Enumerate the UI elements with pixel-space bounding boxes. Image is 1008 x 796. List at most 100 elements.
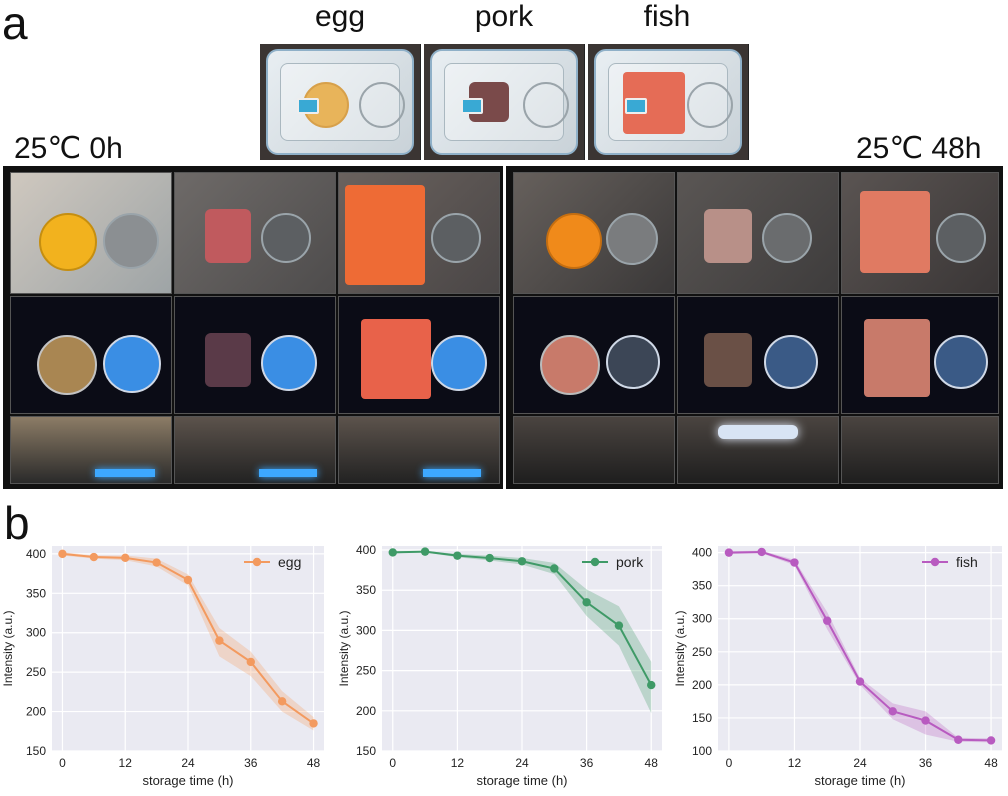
y-tick-label: 400 <box>26 547 46 561</box>
photo-48h-fish-light <box>841 172 999 294</box>
photo-grid-48h <box>506 166 1003 489</box>
photo-48h-pork-blue <box>677 296 839 414</box>
photo-48h-egg-light <box>513 172 675 294</box>
y-tick-label: 200 <box>356 704 376 718</box>
photo-0h-egg-light <box>10 172 172 294</box>
data-point <box>888 707 897 716</box>
y-tick-label: 300 <box>692 612 712 626</box>
x-tick-label: 0 <box>389 756 396 770</box>
data-point <box>647 680 656 690</box>
x-tick-label: 48 <box>645 756 659 770</box>
data-point <box>215 636 224 645</box>
photo-0h-fish-blue <box>338 296 500 414</box>
chart-pork-svg: 0 12 24 36 48 150 200 250 300 350 400 pork storage t… <box>337 543 662 788</box>
photo-top-fish <box>588 44 749 160</box>
data-point <box>855 677 865 686</box>
y-tick-label: 350 <box>26 586 46 600</box>
data-point <box>582 598 591 607</box>
x-tick-label: 24 <box>181 756 195 770</box>
legend-label: pork <box>616 554 644 570</box>
y-axis-label: Intensity (a.u.) <box>673 610 687 686</box>
data-point <box>724 548 734 557</box>
y-tick-label: 150 <box>356 744 376 758</box>
data-point <box>309 719 318 728</box>
x-tick-label: 48 <box>984 756 998 770</box>
x-tick-label: 48 <box>307 756 321 770</box>
confidence-band <box>62 552 314 731</box>
data-point <box>485 553 494 563</box>
y-tick-label: 200 <box>692 678 712 692</box>
data-point <box>246 657 255 667</box>
data-point <box>823 616 832 625</box>
x-axis-label: storage time (h) <box>142 773 233 788</box>
legend-label: egg <box>278 554 301 570</box>
photo-48h-pork-light <box>677 172 839 294</box>
data-point <box>517 557 527 566</box>
photo-48h-pork-side <box>677 416 839 484</box>
data-point <box>183 575 193 585</box>
data-point <box>921 716 930 725</box>
y-tick-label: 400 <box>356 543 376 557</box>
data-point <box>954 735 963 744</box>
y-tick-label: 300 <box>26 626 46 640</box>
condition-label-0h: 25℃ 0h <box>14 132 123 165</box>
confidence-band <box>392 550 652 714</box>
photo-0h-pork-side <box>174 416 336 484</box>
data-point <box>152 558 161 567</box>
data-point <box>121 553 130 563</box>
food-title-fish: fish <box>643 0 691 33</box>
photo-top-egg <box>260 44 421 160</box>
legend-label: fish <box>956 554 978 570</box>
x-tick-label: 0 <box>726 756 733 770</box>
food-title-egg: egg <box>314 0 366 33</box>
photo-48h-fish-side <box>841 416 999 484</box>
data-point <box>986 736 996 745</box>
condition-label-48h: 25℃ 48h <box>856 132 982 165</box>
photo-0h-fish-light <box>338 172 500 294</box>
data-point <box>388 548 397 557</box>
data-point <box>89 552 99 562</box>
y-axis-label: Intensity (a.u.) <box>1 610 15 686</box>
legend-marker <box>930 557 940 567</box>
chart-egg-svg: 0 12 24 36 48 150 200 250 300 350 400 egg storage ti… <box>1 546 324 788</box>
y-tick-label: 350 <box>356 583 376 597</box>
y-tick-label: 250 <box>26 665 46 679</box>
y-tick-label: 350 <box>692 579 712 593</box>
y-tick-label: 100 <box>692 744 712 758</box>
y-tick-label: 150 <box>692 711 712 725</box>
data-point <box>453 551 462 560</box>
chart-fish-svg: 0 12 24 36 48 100 150 200 250 300 350 400 fish storag… <box>673 546 1002 788</box>
photo-0h-pork-light <box>174 172 336 294</box>
x-tick-label: 0 <box>59 756 66 770</box>
data-point <box>757 547 766 557</box>
x-axis-label: storage time (h) <box>476 773 567 788</box>
photo-48h-fish-blue <box>841 296 999 414</box>
x-tick-label: 36 <box>919 756 933 770</box>
photo-48h-egg-blue <box>513 296 675 414</box>
y-tick-label: 250 <box>356 664 376 678</box>
data-point <box>277 697 287 706</box>
y-tick-label: 250 <box>692 645 712 659</box>
x-tick-label: 36 <box>244 756 258 770</box>
chart-pork: 0 12 24 36 48 150 200 250 300 350 400 pork storage t… <box>336 540 666 791</box>
x-tick-label: 36 <box>580 756 594 770</box>
y-tick-label: 300 <box>356 623 376 637</box>
photo-top-pork <box>424 44 585 160</box>
data-point <box>614 621 624 630</box>
photo-0h-egg-side <box>10 416 172 484</box>
photo-48h-egg-side <box>513 416 675 484</box>
photo-0h-fish-side <box>338 416 500 484</box>
food-title-pork: pork <box>474 0 534 33</box>
panel-label-b: b <box>4 497 30 549</box>
panel-label-a: a <box>2 0 28 49</box>
data-point <box>58 549 67 559</box>
data-point <box>790 558 799 567</box>
y-tick-label: 400 <box>692 546 712 560</box>
y-axis-label: Intensity (a.u.) <box>337 610 351 686</box>
x-tick-label: 12 <box>451 756 465 770</box>
chart-fish: 0 12 24 36 48 100 150 200 250 300 350 400 fish storag… <box>672 540 1002 791</box>
x-tick-label: 12 <box>788 756 802 770</box>
photo-grid-0h <box>3 166 503 489</box>
y-tick-label: 150 <box>26 744 46 758</box>
x-axis-label: storage time (h) <box>814 773 905 788</box>
